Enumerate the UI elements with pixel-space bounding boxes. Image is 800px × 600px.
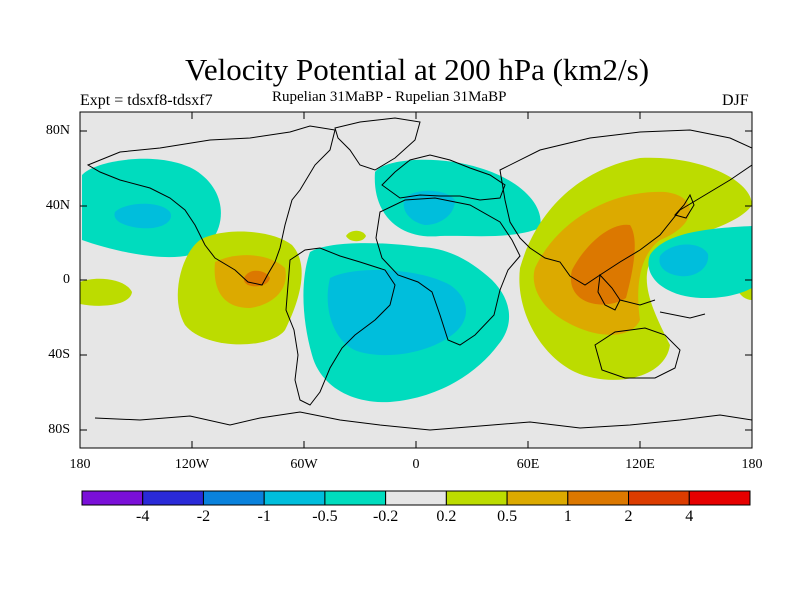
coastlines — [86, 117, 752, 431]
lon-label-120e: 120E — [625, 457, 655, 472]
contour-atlantic-pos02 — [346, 230, 366, 242]
lon-label-60w: 60W — [290, 457, 318, 472]
coast-africa — [375, 197, 521, 346]
colorbar — [81, 490, 751, 506]
coast-north-america — [86, 125, 336, 286]
colorbar-box-0 — [81, 490, 144, 506]
coast-greenland — [334, 117, 421, 171]
colorbar-label: -0.2 — [372, 508, 399, 525]
colorbar-box-2 — [202, 490, 265, 506]
lat-label-0: 0 — [63, 272, 70, 287]
contour-asia-pos1 — [570, 224, 635, 305]
lat-label-80n: 80N — [45, 123, 70, 138]
colorbar-label: -4 — [136, 508, 150, 525]
colorbar-label: 2 — [624, 508, 633, 525]
lon-label-60e: 60E — [516, 457, 540, 472]
colorbar-label: 4 — [685, 508, 694, 525]
coast-indonesia — [619, 299, 706, 319]
colorbar-box-1 — [142, 490, 204, 506]
colorbar-box-5 — [385, 490, 447, 506]
colorbar-box-9 — [628, 490, 690, 506]
colorbar-box-10 — [688, 490, 751, 506]
coast-australia — [594, 327, 681, 379]
colorbar-label: -0.5 — [312, 508, 338, 525]
coast-antarctica — [94, 411, 752, 431]
coast-europe — [381, 154, 506, 201]
coast-south-america — [285, 247, 396, 406]
lon-label-180w: 180 — [69, 457, 91, 472]
subtitle: Rupelian 31MaBP - Rupelian 31MaBP — [272, 89, 507, 105]
lon-label-0: 0 — [412, 457, 420, 472]
lat-label-40n: 40N — [45, 198, 70, 213]
colorbar-label: 0.5 — [497, 508, 518, 525]
colorbar-box-3 — [263, 490, 326, 506]
experiment-label: Expt = tdsxf8-tdsxf7 — [80, 92, 213, 109]
colorbar-label: -2 — [196, 508, 211, 525]
map-title: Velocity Potential at 200 hPa (km2/s) — [184, 52, 650, 87]
lon-label-120w: 120W — [174, 457, 210, 472]
colorbar-box-7 — [506, 490, 569, 506]
contour-npacific-neg05 — [114, 203, 171, 229]
contour-wpacific-neg05 — [659, 244, 709, 277]
colorbar-box-4 — [324, 490, 387, 506]
axis-ticks — [79, 112, 753, 448]
lat-label-80s: 80S — [48, 422, 70, 437]
contour-wpacific-pos02 — [80, 278, 132, 306]
colorbar-box-8 — [567, 490, 630, 506]
colorbar-label: 0.2 — [436, 508, 457, 525]
coast-asia — [499, 129, 752, 286]
colorbar-box-6 — [445, 490, 508, 506]
coast-japan — [674, 193, 695, 219]
lon-label-180e: 180 — [741, 457, 763, 472]
coast-indochina — [597, 273, 621, 311]
map-field — [80, 112, 752, 448]
season-label: DJF — [722, 92, 749, 109]
lat-label-40s: 40S — [48, 347, 70, 362]
colorbar-label: -1 — [257, 508, 271, 525]
colorbar-label: 1 — [563, 508, 572, 525]
